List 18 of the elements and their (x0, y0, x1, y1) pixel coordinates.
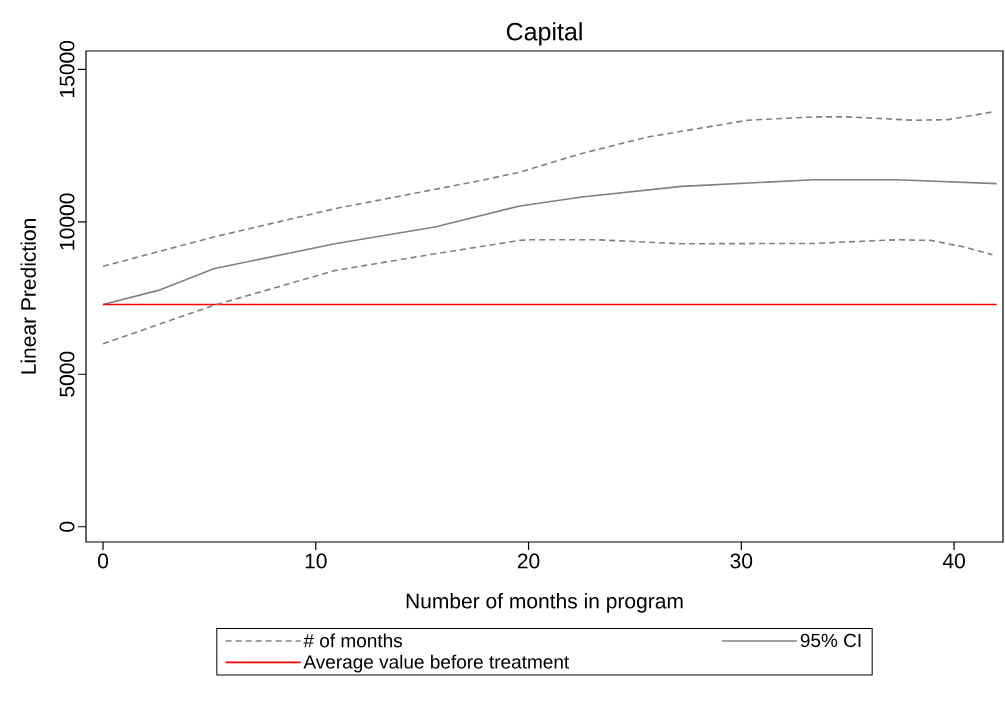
x-tick-label: 20 (517, 553, 540, 569)
legend-label: # of months (303, 633, 403, 648)
y-axis-title: Linear Prediction (20, 219, 36, 374)
x-tick-label: 30 (730, 553, 753, 569)
y-tick-label: 0 (59, 521, 75, 532)
legend-label: Average value before treatment (303, 654, 570, 673)
y-tick-label: 15000 (59, 40, 75, 97)
chart-title: Capital (506, 22, 582, 46)
x-tick-label: 0 (98, 553, 109, 569)
line-series (102, 111, 994, 268)
line-series (102, 238, 994, 345)
legend-label: 95% CI (800, 633, 861, 648)
x-tick-label: 40 (942, 553, 965, 569)
x-tick-label: 10 (305, 553, 327, 569)
y-tick-label: 10000 (59, 193, 75, 250)
x-axis-title: Number of months in program (406, 593, 683, 613)
y-tick-label: 5000 (59, 351, 75, 397)
line-series (102, 178, 998, 306)
